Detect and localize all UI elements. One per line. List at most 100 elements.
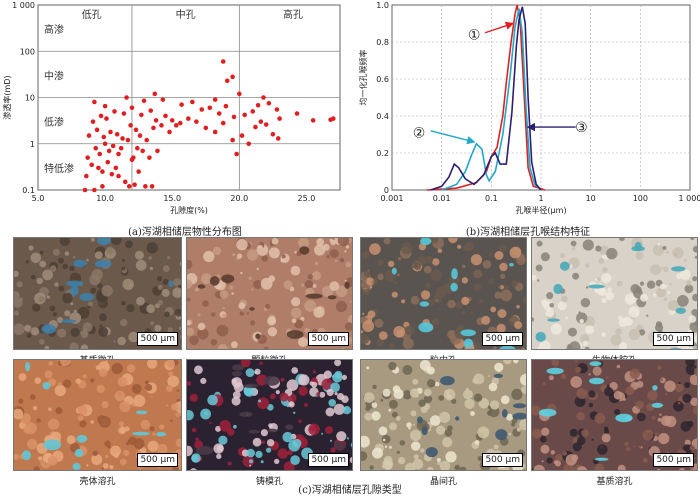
data-point [242, 112, 248, 118]
thin-section-photo-5: 500 μm [13, 359, 182, 471]
data-point [274, 107, 280, 112]
data-point [141, 98, 147, 104]
data-point [190, 99, 195, 105]
data-point [126, 184, 132, 189]
data-point [199, 107, 205, 112]
zone-label-y-2: 低渗 [44, 116, 64, 129]
data-point [105, 159, 111, 165]
annotation-label-2: ② [413, 126, 426, 142]
y-tick-label: 1.0 [376, 1, 389, 10]
photo-label: 壳体溶孔 [79, 477, 116, 487]
zone-label-x-2: 高孔 [283, 8, 303, 21]
data-point [120, 136, 125, 141]
data-point [230, 137, 235, 143]
thin-section-photo-7: 500 μm [360, 359, 527, 471]
data-point [186, 116, 191, 121]
data-point [92, 99, 97, 105]
data-point [160, 97, 166, 102]
data-point [234, 151, 239, 157]
photo-label: 铸模孔 [255, 477, 283, 487]
data-point [277, 116, 282, 121]
caption-b: (b)泻湖相储层孔喉结构特征 [465, 227, 591, 238]
data-point [258, 119, 264, 124]
data-point [121, 111, 127, 116]
data-point [82, 187, 88, 193]
annotation-arrow-2 [430, 130, 476, 145]
data-point [132, 182, 137, 188]
data-point [237, 91, 242, 97]
zone-label-y-3: 特低渗 [44, 162, 74, 175]
data-point [139, 112, 144, 118]
data-point [135, 145, 140, 151]
data-point [112, 109, 117, 114]
x-tick-label: 1 000 [679, 194, 700, 203]
y-tick-label: 0.4 [376, 112, 389, 121]
y-tick-label: 0.6 [376, 75, 389, 84]
annotation-label-3: ③ [575, 120, 588, 136]
data-point [310, 118, 316, 123]
data-point [149, 184, 155, 189]
data-point [212, 129, 218, 135]
data-point [177, 120, 183, 126]
data-point [212, 97, 218, 102]
scale-bar-label: 500 μm [482, 332, 523, 346]
data-point [102, 103, 108, 109]
scale-bar-label: 500 μm [482, 453, 523, 467]
data-point [100, 184, 105, 189]
data-point [220, 120, 226, 126]
data-point [140, 148, 145, 154]
data-point [129, 105, 135, 111]
data-point [151, 125, 156, 131]
caption-c: (c)泻湖相储层孔隙类型 [298, 485, 402, 496]
data-point [94, 127, 100, 133]
data-point [246, 141, 252, 147]
data-point [255, 102, 261, 108]
thin-section-photo-4: 500 μm [531, 237, 698, 350]
series-line-3 [430, 6, 542, 191]
scale-bar-label: 500 μm [137, 453, 178, 467]
series-line-2 [441, 8, 542, 191]
x-tick-label: 0.1 [485, 194, 498, 203]
data-point [263, 122, 269, 127]
annotation-arrow-1 [484, 21, 515, 34]
y-axis-label: 渗透率(mD) [2, 75, 12, 119]
data-point [110, 143, 116, 149]
data-point [118, 145, 124, 151]
data-point [92, 187, 97, 193]
x-tick-label: 25.0 [298, 194, 316, 203]
data-point [128, 123, 133, 128]
data-point [143, 184, 148, 189]
data-point [101, 134, 107, 140]
caption-a: (a)泻湖相储层物性分布图 [128, 227, 242, 238]
data-point [179, 102, 184, 107]
data-point [261, 95, 266, 100]
data-point [153, 118, 159, 123]
data-point [93, 145, 99, 151]
data-point [136, 169, 141, 174]
x-tick-label: 20.0 [230, 194, 248, 203]
data-point [104, 116, 109, 121]
data-point [116, 151, 121, 157]
data-point [253, 124, 258, 130]
data-point [113, 165, 119, 171]
thin-section-photo-2: 500 μm [186, 237, 353, 350]
data-point [266, 100, 272, 106]
x-tick-label: 10.0 [96, 194, 114, 203]
data-point [114, 132, 120, 137]
annotation-label-1: ① [468, 28, 481, 44]
x-tick-label: 5.0 [32, 194, 45, 203]
data-point [220, 59, 226, 64]
data-point [124, 95, 129, 100]
data-point [130, 155, 136, 160]
zone-label-y-0: 高渗 [44, 23, 64, 36]
x-axis-label: 孔喉半径(μm) [515, 205, 566, 215]
scale-bar-label: 500 μm [653, 453, 694, 467]
data-point [239, 133, 245, 138]
data-point [89, 162, 94, 168]
data-point [203, 125, 209, 131]
scale-bar-label: 500 μm [137, 332, 178, 346]
data-point [125, 137, 131, 143]
data-point [294, 111, 300, 116]
data-point [169, 118, 175, 123]
